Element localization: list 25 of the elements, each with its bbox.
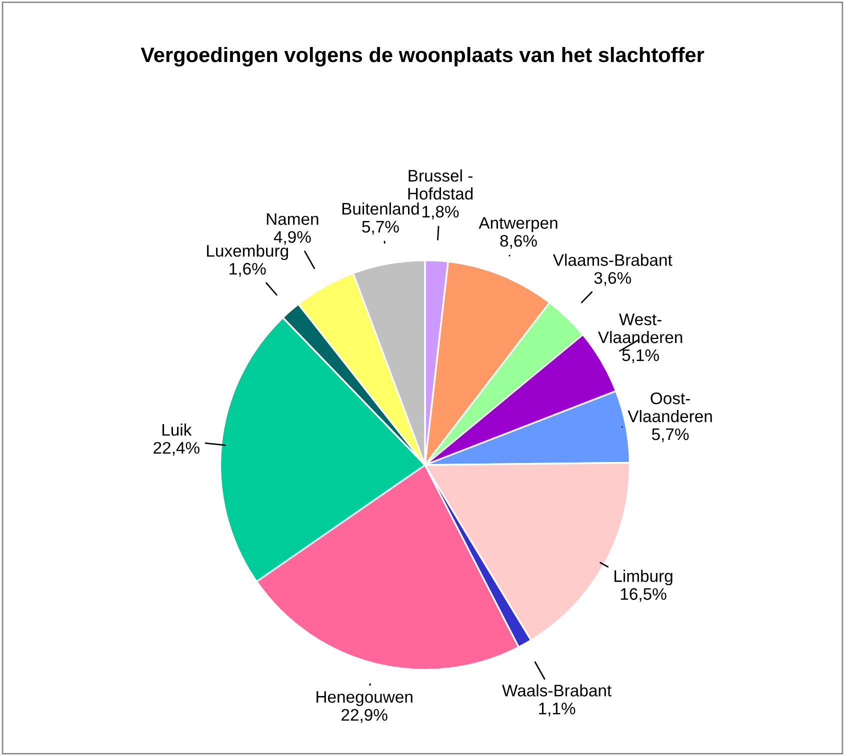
data-label: 1,8%	[422, 206, 459, 220]
data-label: 5,7%	[652, 428, 689, 442]
slice-label: Luik	[162, 424, 192, 436]
slice-label: Vlaams-Brabant	[552, 254, 672, 266]
slice-label: Namen	[266, 213, 318, 225]
slice-label: Waals-Brabant	[502, 684, 612, 696]
slice-label: Buitenland	[342, 202, 419, 215]
data-label: 22,9%	[342, 708, 388, 723]
slice-label: West- Vlaanderen	[598, 314, 682, 344]
data-label: 5,7%	[362, 220, 399, 235]
chart-title: Vergoedingen volgens de woonplaats van het slachtoffer	[140, 46, 704, 66]
data-label: 8,6%	[500, 235, 537, 249]
slice-label: Brussel - Hofdstad	[408, 169, 473, 200]
slice-label: Luxemburg	[207, 244, 288, 260]
slice-label: Oost- Vlaanderen	[628, 392, 712, 422]
data-label: 22,4%	[154, 442, 200, 456]
data-label: 5,1%	[622, 349, 659, 364]
data-label: 1,6%	[230, 262, 266, 277]
slice-label: Limburg	[614, 570, 672, 586]
data-label: 16,5%	[620, 588, 666, 602]
data-label: 3,6%	[594, 272, 632, 286]
data-label: 4,9%	[274, 231, 311, 245]
slice-label: Henegouwen	[316, 691, 412, 706]
slice-label: Antwerpen	[478, 217, 558, 232]
data-label: 1,1%	[539, 702, 576, 716]
